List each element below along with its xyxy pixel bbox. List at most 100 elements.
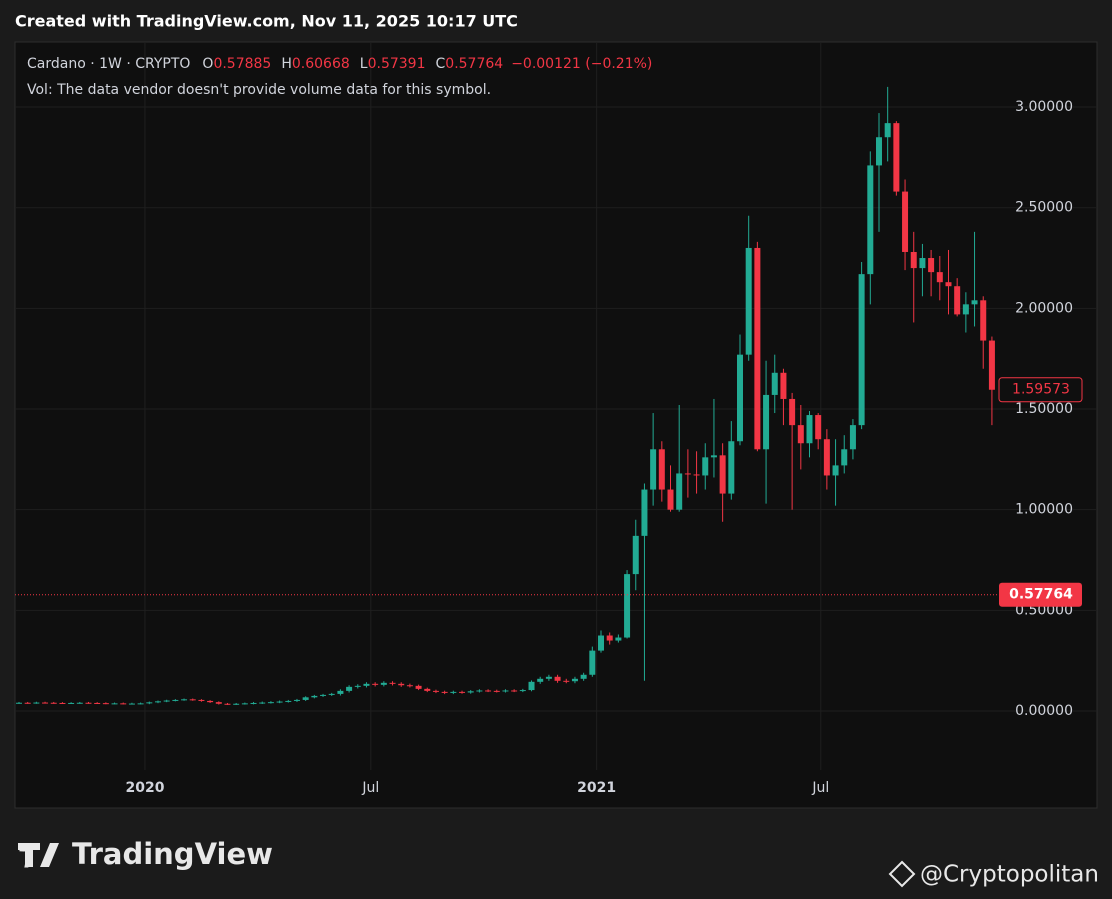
candle-body xyxy=(68,702,75,704)
legend-value: 0.57764 xyxy=(445,56,503,72)
header: Created with TradingView.com, Nov 11, 20… xyxy=(15,12,518,31)
candle-body xyxy=(910,251,917,269)
candle-body xyxy=(797,425,804,444)
candle-body xyxy=(632,535,639,575)
candle-body xyxy=(276,701,283,703)
candle-body xyxy=(980,300,987,341)
candle-body xyxy=(241,703,248,705)
candle-body xyxy=(337,690,344,694)
candle-body xyxy=(763,394,770,450)
candle-body xyxy=(415,685,422,689)
candle-body xyxy=(936,272,943,283)
y-tick-label: 0.00000 xyxy=(1015,703,1073,719)
candle-body xyxy=(311,695,318,698)
candle-body xyxy=(163,700,170,702)
candle-body xyxy=(380,682,387,685)
candle-body xyxy=(137,703,144,705)
candle-body xyxy=(372,683,379,685)
candle-body xyxy=(33,702,40,704)
candle-body xyxy=(519,690,526,692)
legend-value: 0.60668 xyxy=(292,56,350,72)
panel xyxy=(14,41,1098,809)
candle-body xyxy=(328,693,335,695)
candle-body xyxy=(111,703,118,705)
candle-body xyxy=(450,691,457,693)
candle-body xyxy=(389,682,396,684)
candle-body xyxy=(823,439,830,476)
candle-body xyxy=(580,674,587,679)
candle-body xyxy=(902,191,909,252)
candle-body xyxy=(624,574,631,638)
volume-note: Vol: The data vendor doesn't provide vol… xyxy=(27,82,491,98)
symbol: Cardano · 1W · CRYPTO xyxy=(27,56,190,72)
candle-body xyxy=(224,703,231,705)
candle-body xyxy=(658,449,665,490)
candle-body xyxy=(780,372,787,399)
candle-body xyxy=(198,699,205,701)
candle-body xyxy=(867,165,874,275)
candle-body xyxy=(919,258,926,269)
marked-price-label: 1.59573 xyxy=(1012,382,1070,398)
candle-body xyxy=(363,683,370,686)
candle-body xyxy=(424,688,431,691)
candle-body xyxy=(85,702,92,704)
x-tick-label: Jul xyxy=(811,780,829,796)
candle-body xyxy=(554,676,561,681)
candle-body xyxy=(884,123,891,138)
candle-body xyxy=(172,699,179,701)
candle-body xyxy=(181,699,188,701)
candle-body xyxy=(215,702,222,704)
legend: Cardano · 1W · CRYPTO O0.57885 H0.60668 L0.… xyxy=(27,56,652,72)
candle-body xyxy=(15,702,22,704)
candle-body xyxy=(250,702,257,704)
candle-body xyxy=(676,473,683,510)
candle-body xyxy=(589,650,596,675)
candle-body xyxy=(849,425,856,450)
y-tick-label: 2.00000 xyxy=(1015,300,1073,316)
candle-body xyxy=(267,702,274,704)
legend-change: −0.00121 (−0.21%) xyxy=(511,56,652,72)
candle-body xyxy=(346,686,353,691)
candle-body xyxy=(467,691,474,693)
candle-body xyxy=(563,680,570,682)
legend-value: 0.57391 xyxy=(368,56,426,72)
candle-body xyxy=(102,703,109,705)
candle-body xyxy=(606,635,613,641)
candle-body xyxy=(24,702,31,704)
y-tick-label: 1.00000 xyxy=(1015,502,1073,518)
candle-body xyxy=(667,489,674,510)
candle-body xyxy=(815,415,822,440)
candle-body xyxy=(988,340,995,390)
candle-body xyxy=(511,690,518,692)
candle-body xyxy=(728,441,735,494)
candle-body xyxy=(59,702,66,704)
candle-body xyxy=(971,300,978,305)
candle-body xyxy=(719,455,726,494)
candle-body xyxy=(962,304,969,315)
candle-body xyxy=(406,685,413,687)
candle-body xyxy=(545,676,552,679)
brand: TradingView xyxy=(72,837,273,871)
candle-body xyxy=(94,702,101,704)
candle-body xyxy=(154,701,161,703)
candle-body xyxy=(737,354,744,442)
candle-body xyxy=(650,449,657,490)
candle-body xyxy=(493,690,500,692)
candle-body xyxy=(789,398,796,426)
logo-icon xyxy=(18,843,59,867)
candle-body xyxy=(320,694,327,696)
candle-body xyxy=(293,699,300,701)
candle-body xyxy=(806,415,813,444)
candle-body xyxy=(571,678,578,682)
candle-body xyxy=(441,691,448,693)
candle-body xyxy=(354,685,361,687)
legend-key: H xyxy=(281,56,292,72)
y-tick-label: 2.50000 xyxy=(1015,200,1073,216)
candle-body xyxy=(875,137,882,166)
candle-body xyxy=(76,702,83,704)
y-tick-label: 3.00000 xyxy=(1015,99,1073,115)
x-tick-label: Jul xyxy=(361,780,379,796)
candle-body xyxy=(684,473,691,475)
watermark: @Cryptopolitan xyxy=(920,862,1099,888)
candle-body xyxy=(841,449,848,466)
